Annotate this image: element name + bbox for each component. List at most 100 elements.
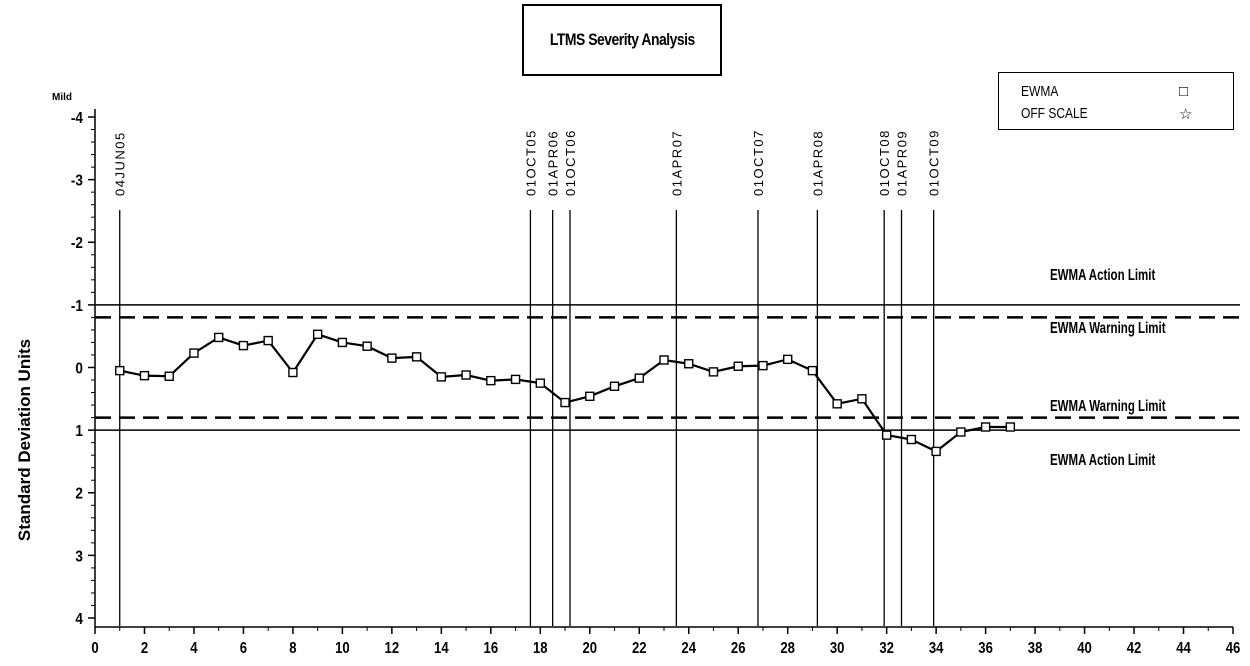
ewma-line	[119, 332, 1011, 453]
ewma-point	[906, 434, 917, 445]
x-tick-label: 18	[533, 640, 548, 657]
ewma-point	[881, 430, 892, 440]
date-marker-label: 01OCT09	[927, 129, 942, 196]
star-marker-icon: ☆	[1179, 106, 1193, 123]
x-tick-label: 44	[1176, 640, 1191, 657]
ewma-point	[980, 422, 991, 432]
date-marker-label: 01APR07	[669, 130, 684, 196]
ewma-point	[115, 365, 125, 376]
ewma-point	[956, 427, 966, 437]
ewma-point	[782, 354, 793, 365]
legend: EWMA □ OFF SCALE ☆	[998, 72, 1234, 130]
ewma-point	[1005, 422, 1016, 432]
ewma-point	[832, 399, 842, 409]
ewma-point	[139, 370, 150, 381]
ewma-point	[486, 375, 496, 386]
ewma-point	[362, 341, 372, 351]
ewma-point	[535, 378, 546, 388]
ewma-point	[708, 367, 719, 377]
ewma-point	[288, 367, 298, 378]
y-tick-label: 0	[75, 361, 83, 378]
ewma-point	[238, 340, 249, 351]
chart-title: LTMS Severity Analysis	[549, 30, 695, 49]
date-marker-label: 01APR06	[546, 130, 561, 196]
ewma-point	[560, 397, 570, 408]
x-tick-label: 6	[240, 640, 247, 657]
series-ewma	[115, 329, 1016, 457]
y-tick-label: -2	[71, 235, 83, 252]
y-tick-label: -3	[71, 173, 83, 190]
x-tick-label: 22	[632, 640, 647, 657]
ewma-point	[807, 365, 818, 376]
ewma-point	[733, 361, 743, 371]
y-tick-label: -4	[71, 110, 84, 127]
x-tick-label: 28	[780, 640, 795, 657]
y-top-label: Mild	[52, 92, 72, 103]
limit-lines	[95, 304, 1240, 431]
y-axis-label: Standard Deviation Units	[15, 338, 34, 542]
date-marker-label: 01APR09	[894, 130, 909, 196]
ewma-point	[758, 360, 768, 371]
x-tick-label: 40	[1077, 640, 1092, 657]
y-tick-label: 3	[75, 548, 83, 565]
x-tick-label: 14	[434, 640, 449, 657]
chart-title-box: LTMS Severity Analysis	[522, 4, 722, 76]
ewma-point	[312, 329, 323, 340]
legend-label-off-scale: OFF SCALE	[1021, 105, 1088, 122]
date-marker-label: 01APR08	[810, 130, 825, 196]
square-marker-icon: □	[1179, 83, 1189, 100]
x-tick-label: 2	[141, 640, 148, 657]
x-tick-label: 24	[681, 640, 696, 657]
date-marker-label: 01OCT08	[877, 129, 892, 196]
date-marker-label: 01OCT05	[523, 129, 538, 196]
chart-labels: Mild EWMA Action Limit EWMA Warning Limit E…	[52, 92, 1166, 468]
ewma-point	[263, 335, 273, 346]
date-marker-label: 01OCT07	[751, 129, 766, 196]
legend-item-off-scale: OFF SCALE ☆	[1021, 105, 1221, 125]
x-tick-label: 34	[929, 640, 944, 657]
ewma-point	[634, 373, 644, 383]
x-tick-label: 8	[289, 640, 296, 657]
legend-item-ewma: EWMA □	[1021, 83, 1221, 103]
ewma-point	[213, 332, 224, 343]
x-tick-label: 12	[385, 640, 400, 657]
ewma-point	[510, 374, 521, 385]
ewma-point	[436, 372, 447, 382]
x-tick-label: 26	[731, 640, 746, 657]
ewma-point	[684, 359, 694, 369]
date-marker-label: 04JUN05	[113, 131, 128, 196]
ewma-point	[931, 446, 941, 457]
ewma-point	[585, 391, 595, 402]
x-tick-label: 4	[190, 640, 198, 657]
y-tick-label: -1	[71, 298, 83, 315]
limit-label: EWMA Action Limit	[1050, 265, 1156, 283]
ewma-point	[609, 381, 620, 391]
ewma-point	[387, 353, 397, 363]
y-tick-label: 1	[75, 423, 83, 440]
y-tick-label: 4	[75, 611, 83, 628]
ewma-point	[461, 370, 471, 380]
x-tick-label: 32	[879, 640, 894, 657]
x-tick-label: 16	[484, 640, 499, 657]
limit-label: EWMA Warning Limit	[1050, 396, 1166, 414]
date-marker-label: 01OCT06	[563, 129, 578, 196]
ewma-point	[411, 352, 422, 362]
x-tick-label: 42	[1127, 640, 1142, 657]
x-tick-label: 0	[91, 640, 98, 657]
x-tick-label: 46	[1226, 640, 1241, 657]
x-tick-label: 30	[830, 640, 845, 657]
ewma-point	[189, 348, 199, 358]
ewma-point	[164, 371, 174, 381]
x-tick-label: 36	[978, 640, 993, 657]
x-tick-label: 10	[335, 640, 350, 657]
limit-label: EWMA Action Limit	[1050, 450, 1156, 468]
ewma-point	[659, 355, 669, 365]
y-tick-label: 2	[75, 486, 83, 503]
ewma-point	[337, 337, 348, 348]
legend-label-ewma: EWMA	[1021, 83, 1059, 100]
x-tick-label: 38	[1028, 640, 1043, 657]
ewma-point	[857, 394, 867, 404]
x-tick-label: 20	[582, 640, 597, 657]
